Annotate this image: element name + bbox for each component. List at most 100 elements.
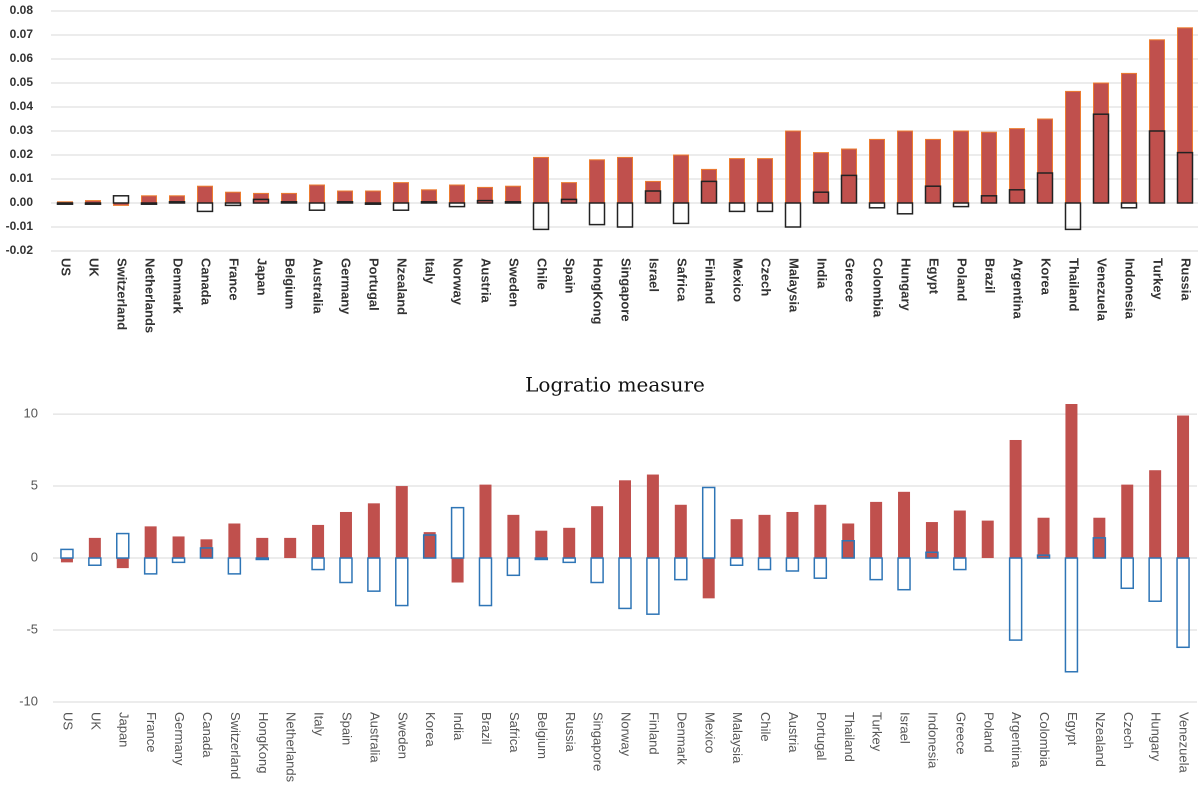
outline-bar — [1008, 557, 1023, 641]
x-tick-label: Denmark — [171, 258, 186, 314]
outline-bar — [868, 202, 886, 209]
outline-bar — [252, 198, 270, 204]
x-tick-label: Finland — [646, 712, 661, 755]
x-tick-label: US — [61, 712, 76, 730]
outline-bar — [224, 202, 242, 207]
bar — [757, 158, 773, 204]
outline-bar — [1064, 557, 1079, 673]
x-tick-label: Chile — [758, 712, 773, 742]
y-tick-label: -10 — [19, 693, 38, 708]
x-tick-label: Austria — [479, 258, 494, 304]
x-tick-label: France — [227, 258, 242, 301]
outline-bar — [644, 190, 662, 204]
y-tick-label: 0.06 — [10, 51, 34, 65]
x-tick-label: Turkey — [1151, 258, 1166, 300]
outline-bar — [588, 202, 606, 226]
bar — [421, 189, 437, 204]
x-tick-label: Chile — [535, 258, 550, 290]
x-tick-label: Australia — [311, 258, 326, 314]
x-tick-label: Mexico — [702, 712, 717, 753]
bar — [197, 185, 213, 204]
outline-bar — [255, 557, 270, 561]
x-tick-label: Egypt — [927, 258, 942, 295]
x-tick-label: India — [815, 258, 830, 289]
x-tick-label: UK — [88, 712, 103, 730]
x-tick-label: Safrica — [507, 712, 522, 753]
outline-bar — [395, 557, 409, 607]
x-tick-label: Russia — [563, 712, 578, 753]
bar — [1065, 90, 1081, 204]
outline-bar — [896, 202, 914, 215]
outline-bar — [199, 547, 214, 559]
x-tick-label: Switzerland — [115, 258, 130, 330]
outline-bar — [311, 557, 325, 571]
bar — [60, 558, 73, 563]
outline-bar — [897, 557, 911, 591]
bar — [1037, 517, 1050, 559]
x-tick-label: Malaysia — [787, 258, 802, 313]
bar — [786, 511, 799, 559]
x-tick-label: Nzealand — [395, 258, 410, 315]
x-tick-label: Israel — [647, 258, 662, 292]
x-tick-label: Nzealand — [1093, 712, 1108, 767]
bar — [646, 474, 659, 559]
x-tick-label: US — [59, 258, 74, 276]
y-tick-label: 0.05 — [10, 75, 34, 89]
outline-bar — [367, 557, 381, 592]
bar — [1121, 72, 1137, 204]
bar — [589, 159, 605, 204]
bar — [1177, 27, 1193, 204]
x-tick-label: Hungary — [899, 258, 914, 312]
bar — [1121, 484, 1134, 559]
x-tick-label: Australia — [367, 712, 382, 763]
outline-bar — [785, 557, 800, 572]
bar — [312, 524, 325, 559]
outline-bar — [1176, 151, 1194, 204]
x-tick-label: Belgium — [283, 258, 298, 309]
bar — [1009, 439, 1022, 559]
bar — [870, 501, 883, 559]
y-tick-label: 0.08 — [10, 3, 34, 17]
x-tick-label: Turkey — [870, 712, 885, 752]
x-tick-label: Italy — [423, 258, 438, 285]
x-tick-label: HongKong — [591, 258, 606, 324]
outline-bar — [478, 557, 493, 607]
x-tick-label: Germany — [339, 258, 354, 315]
y-tick-label: 0 — [31, 549, 38, 564]
bar — [449, 184, 465, 204]
outline-bar — [924, 185, 942, 204]
bar — [619, 480, 631, 559]
bar — [367, 503, 380, 559]
bar — [1149, 39, 1165, 204]
bar — [339, 511, 352, 559]
outline-bar — [1008, 189, 1026, 204]
outline-bar — [112, 195, 130, 204]
x-tick-label: Thailand — [1067, 258, 1082, 312]
outline-bar — [534, 557, 549, 561]
x-tick-label: Spain — [340, 712, 355, 745]
outline-bar — [140, 202, 158, 205]
x-tick-label: Greece — [953, 712, 968, 755]
x-tick-label: India — [451, 712, 466, 741]
x-tick-label: Portugal — [814, 712, 829, 761]
outline-bar — [422, 534, 437, 559]
bar — [591, 506, 604, 559]
outline-bar — [364, 202, 382, 205]
x-tick-label: Indonesia — [925, 712, 940, 769]
x-tick-label: Denmark — [674, 712, 689, 765]
bar — [953, 130, 969, 204]
outline-bar — [672, 202, 690, 225]
outline-bar — [590, 557, 604, 584]
bar — [284, 537, 297, 559]
x-tick-label: Brazil — [983, 258, 998, 293]
bar — [1009, 128, 1025, 204]
outline-bar — [532, 202, 550, 231]
bar — [563, 527, 576, 559]
x-tick-label: Germany — [172, 712, 187, 766]
y-tick-label: 0.02 — [10, 147, 34, 161]
outline-bar — [280, 201, 298, 204]
outline-bar — [560, 198, 578, 204]
bar — [869, 138, 885, 204]
x-tick-label: Czech — [1121, 712, 1136, 749]
